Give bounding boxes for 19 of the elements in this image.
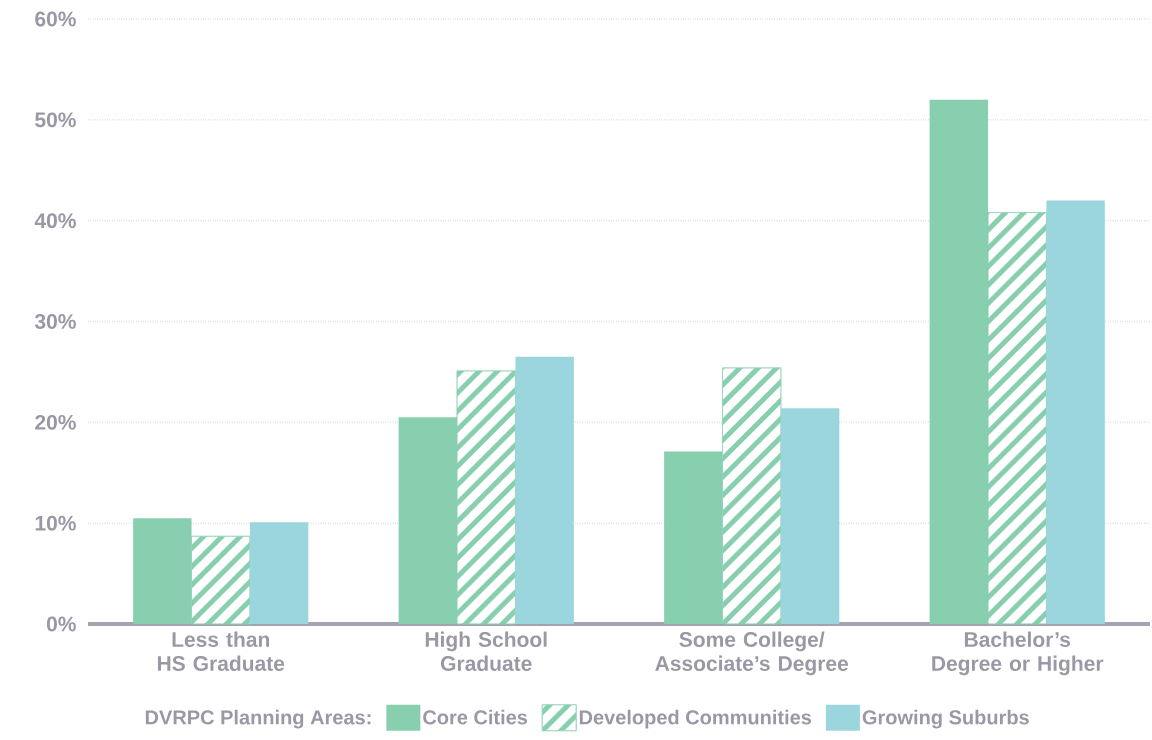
y-tick-label: 50% <box>35 112 76 128</box>
y-tick-label: 30% <box>34 314 76 329</box>
y-tick-label: 60% <box>35 11 76 27</box>
legend-title: DVRPC Planning Areas: <box>145 709 371 729</box>
y-tick-label: 40% <box>34 213 76 229</box>
x-tick-label: Some College/ Associate’s Degree <box>655 631 849 676</box>
bar <box>1046 200 1105 624</box>
legend-label: Growing Suburbs <box>862 709 1029 729</box>
y-tick-label: 0% <box>46 616 76 632</box>
x-tick-label: High School Graduate <box>425 631 547 671</box>
bar <box>780 408 840 624</box>
y-tick-label: 10% <box>35 515 76 531</box>
legend-label: Core Cities <box>423 709 528 725</box>
bar <box>515 356 574 624</box>
x-tick-label: Less than HS Graduate <box>157 631 285 671</box>
bar <box>249 522 309 624</box>
legend-label: Developed Communities <box>579 709 812 729</box>
x-tick-label: Bachelor’s Degree or Higher <box>932 631 1104 676</box>
y-tick-label: 20% <box>35 414 76 430</box>
